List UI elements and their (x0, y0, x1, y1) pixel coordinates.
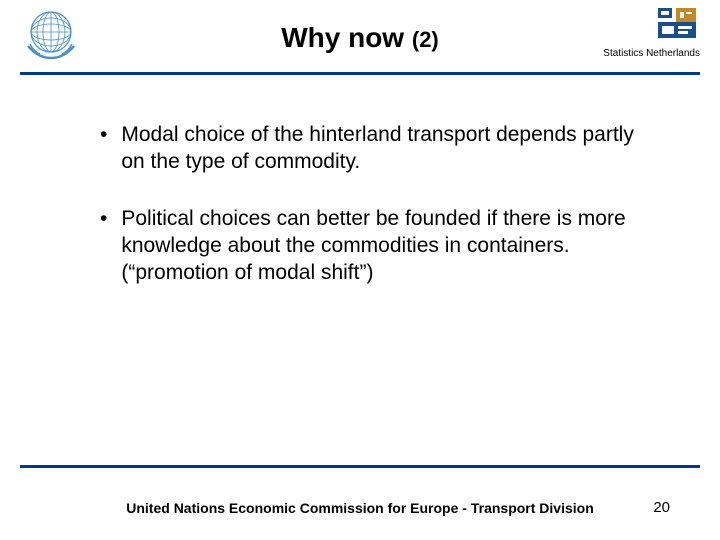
org-label: Statistics Netherlands (603, 48, 700, 59)
title-sub: (2) (412, 27, 439, 52)
bullet-text: Political choices can better be founded … (121, 206, 660, 287)
title-main: Why now (281, 22, 404, 53)
bullet-text: Modal choice of the hinterland transport… (121, 122, 660, 176)
slide: Why now (2) Statistics Netherlands • Mod… (0, 0, 720, 540)
bullet-dot-icon: • (100, 206, 107, 233)
footer-text: United Nations Economic Commission for E… (0, 500, 720, 516)
content-area: • Modal choice of the hinterland transpo… (0, 100, 720, 450)
bullet-dot-icon: • (100, 122, 107, 149)
un-logo-icon (20, 6, 82, 62)
cbs-logo-icon (656, 6, 700, 42)
divider-bottom (20, 465, 700, 468)
divider-top (20, 72, 700, 75)
header: Why now (2) Statistics Netherlands (0, 0, 720, 82)
slide-title: Why now (2) (20, 8, 700, 54)
page-number: 20 (653, 499, 670, 516)
bullet-item: • Modal choice of the hinterland transpo… (100, 122, 660, 176)
bullet-item: • Political choices can better be founde… (100, 206, 660, 287)
